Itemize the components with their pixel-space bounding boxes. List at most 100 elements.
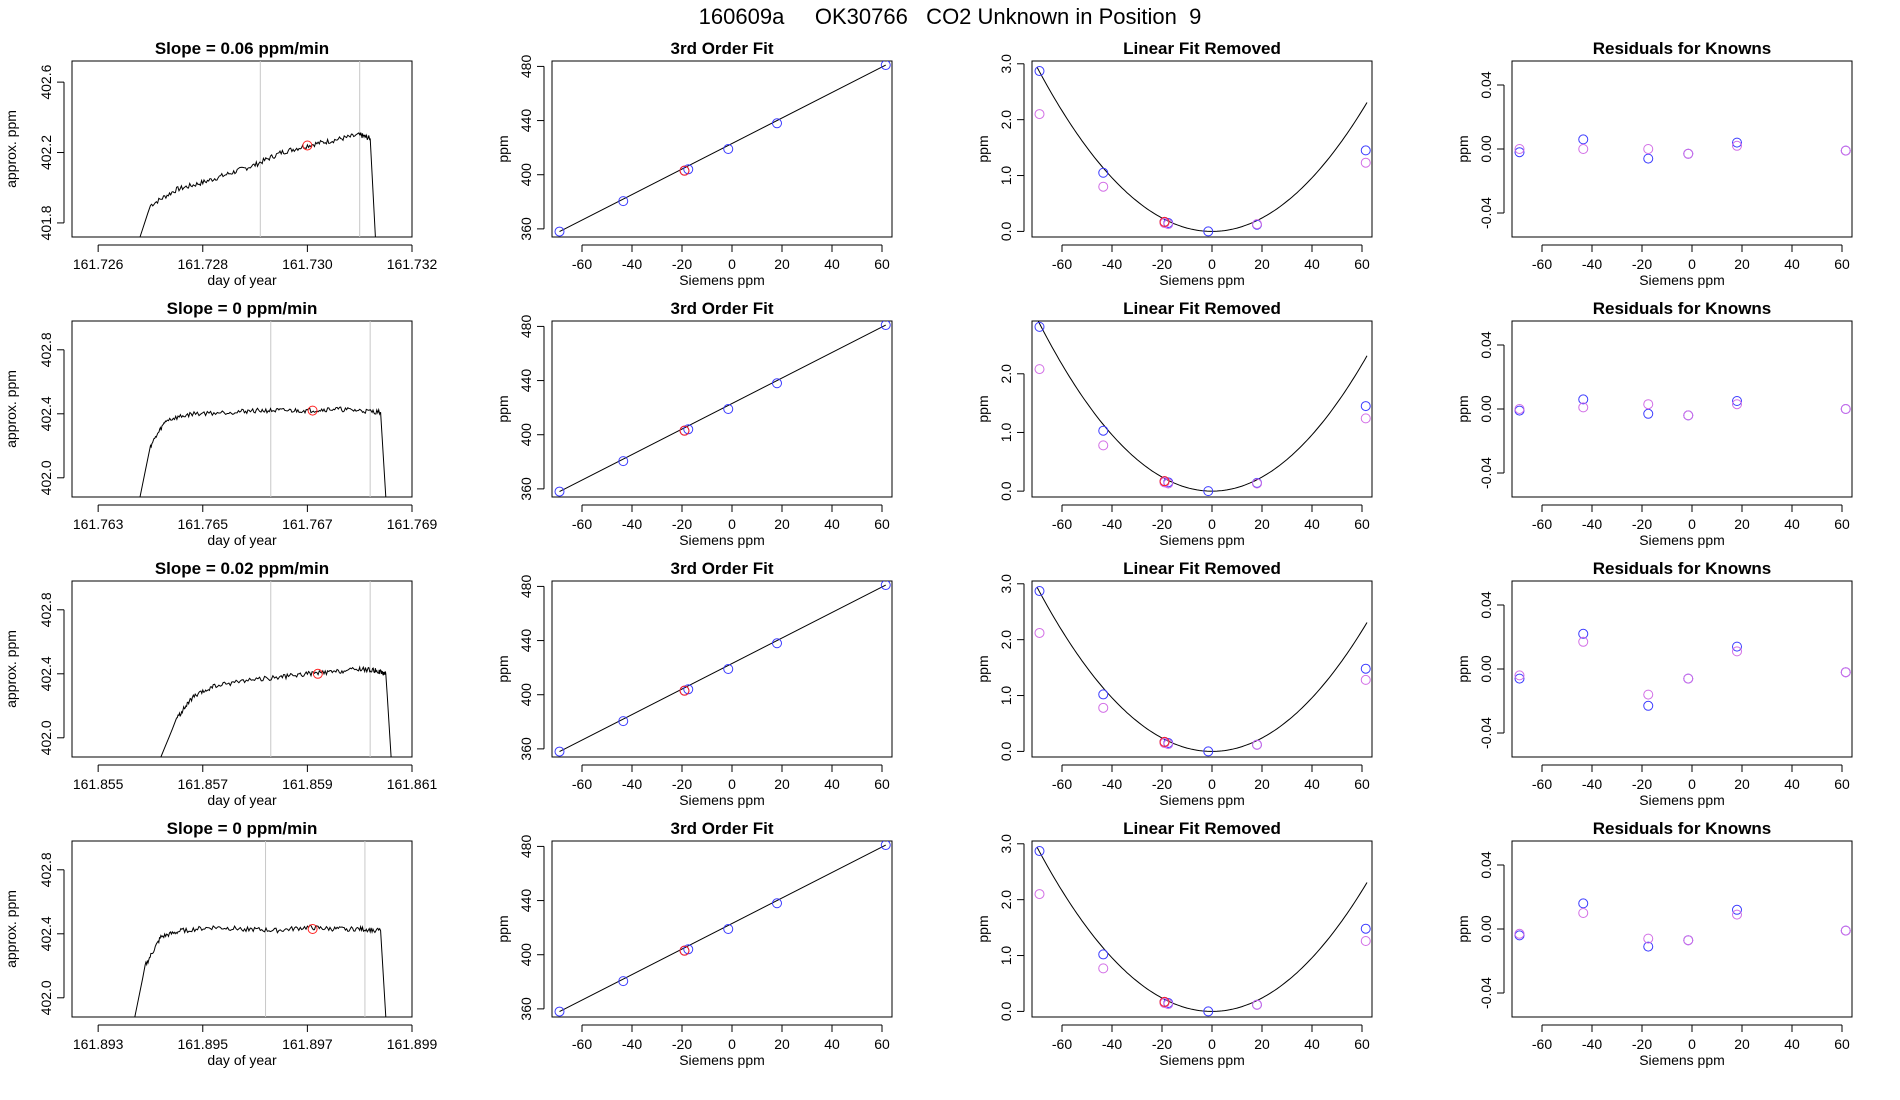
page-title: 160609a OK30766 CO2 Unknown in Position … [698,4,1202,29]
x-tick-label: -40 [1582,776,1602,792]
fit-curve [1036,846,1368,1012]
y-tick-label: -0.04 [1478,977,1494,1009]
plot-frame [1031,320,1373,498]
y-axis: 360 400 440 480 [518,575,545,761]
x-tick-label: -60 [1052,1036,1072,1052]
blue-point [723,664,734,674]
x-axis: -60 -40 -20 0 20 40 60 [1532,504,1850,532]
magenta-point [1732,140,1742,151]
x-tick-label: -40 [622,776,642,792]
blue-point [554,226,565,237]
x-tick-label: -40 [1582,1036,1602,1052]
x-tick-label: 0 [1688,776,1696,792]
y-tick-label: 0.00 [1478,915,1494,942]
y-axis-label: ppm [1455,655,1471,682]
magenta-point [1360,413,1371,424]
magenta-point [1252,219,1262,230]
blue-point [880,581,891,591]
x-tick-label: 161.861 [387,776,438,792]
blue-point [723,404,734,414]
y-tick-label: 1.0 [998,166,1014,186]
x-tick-label: 161.893 [73,1036,124,1052]
blue-point [554,1006,565,1017]
x-tick-label: -60 [1532,776,1552,792]
magenta-point [1360,157,1371,168]
y-tick-label: 402.0 [38,460,54,495]
panel-title: Linear Fit Removed [1123,819,1281,838]
x-tick-label: 161.728 [177,256,228,272]
x-tick-label: 161.767 [282,516,333,532]
x-tick-label: 20 [1734,516,1750,532]
x-tick-label: 40 [1304,776,1320,792]
x-tick-label: 40 [1784,256,1800,272]
blue-point [1514,147,1525,158]
x-tick-label: 0 [728,256,736,272]
x-tick-label: 161.899 [387,1036,438,1052]
plot-area [554,321,891,497]
blue-point [1360,663,1371,674]
x-axis: -60 -40 -20 0 20 40 60 [572,1024,890,1052]
y-axis-label: approx. ppm [3,890,19,968]
y-tick-label: 480 [518,575,534,599]
x-tick-label: 161.855 [73,776,124,792]
blue-point [1643,941,1654,952]
blue-point [1203,486,1214,497]
y-tick-label: 2.0 [998,890,1014,910]
magenta-point [1098,963,1109,974]
x-tick-label: 20 [1254,516,1270,532]
x-tick-label: -20 [1632,776,1652,792]
magenta-point [1514,144,1525,154]
x-tick-label: -40 [1102,256,1122,272]
magenta-point [1252,478,1262,489]
panel-4-2: 3rd Order Fit -60 -40 -20 0 20 40 60 Siemens ppm… [495,819,893,1068]
plot-area [1514,898,1851,952]
red-point [679,165,690,176]
y-tick-label: 0.0 [998,481,1014,501]
panel-title: Slope = 0 ppm/min [167,819,318,838]
y-tick-label: 402.4 [38,396,54,431]
blue-point [1578,394,1589,405]
x-tick-label: 40 [824,776,840,792]
x-axis: 161.726 161.728 161.730 161.732 [73,244,438,272]
panel-title: Linear Fit Removed [1123,39,1281,58]
y-axis-label: ppm [495,135,511,162]
x-tick-label: 60 [874,256,890,272]
y-axis-label: ppm [1455,915,1471,942]
magenta-point [1098,181,1109,192]
y-tick-label: 440 [518,109,534,133]
x-axis-label: Siemens ppm [1159,1052,1245,1068]
x-tick-label: 40 [1304,1036,1320,1052]
y-tick-label: 0.00 [1478,655,1494,682]
plot-frame [551,60,893,238]
plot-area [1034,846,1371,1017]
blue-point [618,976,629,987]
y-tick-label: 3.0 [998,834,1014,854]
blue-point [618,196,629,207]
blue-point [723,924,734,934]
y-axis: -0.04 0.00 0.04 [1478,71,1505,229]
blue-point [1098,167,1109,178]
x-tick-label: 60 [874,516,890,532]
blue-point [1643,700,1654,711]
plot-area [1514,394,1851,421]
y-tick-label: 1.0 [998,423,1014,443]
blue-point [1034,586,1045,597]
y-axis-label: approx. ppm [3,370,19,448]
y-tick-label: 0.04 [1478,851,1494,878]
blue-point [772,898,782,909]
red-point [1159,736,1170,747]
x-axis-label: day of year [207,532,277,548]
y-tick-label: 440 [518,369,534,393]
signal-trace [160,665,392,757]
x-tick-label: 40 [1784,1036,1800,1052]
magenta-point [1514,928,1525,939]
plot-frame [551,580,893,758]
x-tick-label: 0 [1688,516,1696,532]
plot-frame [1511,60,1853,238]
blue-point [723,144,734,154]
red-point [679,425,690,436]
x-tick-label: 20 [774,776,790,792]
magenta-point [1643,399,1654,410]
x-tick-label: -60 [1532,256,1552,272]
